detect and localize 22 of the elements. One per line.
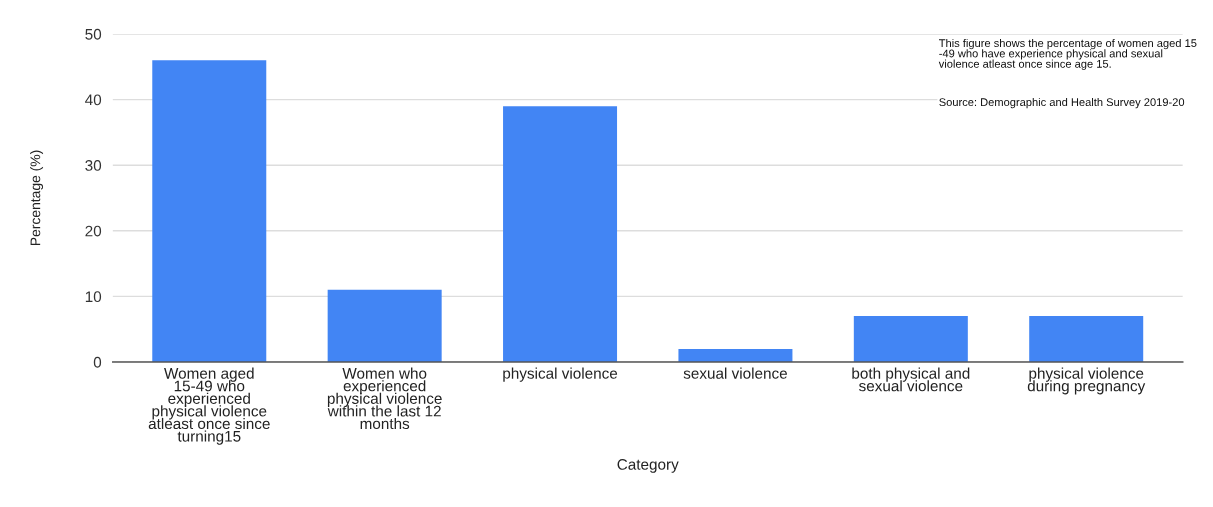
y-tick-label: 40 — [85, 94, 102, 106]
annotation: Source: Demographic and Health Survey 2019-20 — [939, 97, 1185, 109]
y-tick-label: 10 — [85, 291, 102, 303]
x-tick-label: Women aged 15-49 who experienced physical violence atleast once since turning15 — [148, 367, 270, 445]
annotation: This figure shows the percentage of women aged 15 -49 who have experience physical and sexual violence atleast once since age 15. — [938, 38, 1197, 70]
bar — [678, 348, 793, 362]
x-tick-label: Women who experienced physical violence within the last 12 months — [327, 367, 442, 430]
y-tick-label: 50 — [85, 28, 102, 40]
x-tick-label: physical violence during pregnancy — [1027, 367, 1146, 395]
bar — [503, 106, 618, 362]
x-tick-label: both physical and sexual violence — [852, 367, 970, 392]
bar — [853, 316, 968, 362]
y-tick-label: 30 — [85, 160, 102, 171]
y-tick-label: 20 — [85, 225, 102, 237]
bar — [152, 60, 267, 362]
x-tick-label: physical violence — [503, 367, 618, 382]
x-tick-label: sexual violence — [683, 367, 787, 379]
x-axis-title: Category — [617, 458, 679, 473]
y-tick-label: 0 — [93, 356, 102, 368]
bar — [327, 289, 442, 362]
y-axis-title: Percentage (%) — [30, 150, 44, 246]
bar — [1029, 316, 1144, 362]
